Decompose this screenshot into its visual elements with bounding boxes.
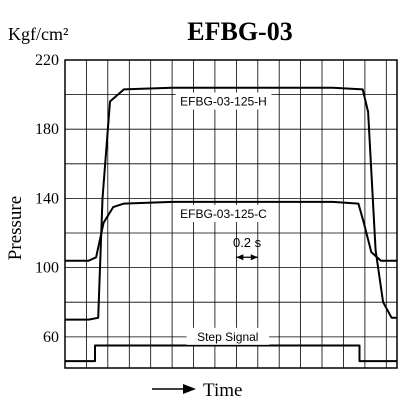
chart-title: EFBG-03 (187, 17, 292, 46)
y-tick-label: 100 (35, 260, 59, 277)
series-line (65, 200, 397, 262)
y-tick-labels: 220 180 140 100 60 (35, 52, 59, 346)
series-line (65, 344, 397, 363)
plot-frame (64, 59, 398, 369)
scale-arrow-left (236, 254, 244, 261)
scale-arrow-right (250, 254, 258, 261)
grid (65, 60, 397, 368)
x-axis-label-group: Time (152, 380, 242, 401)
time-scale-marker: 0.2 s (233, 235, 262, 261)
series-label-step: Step Signal (197, 330, 258, 344)
series-label-c: EFBG-03-125-C (180, 207, 267, 221)
series-label-c-bg (175, 205, 272, 222)
series-label-h: EFBG-03-125-H (180, 95, 267, 109)
y-unit-label: Kgf/cm² (8, 24, 68, 44)
y-tick-label: 180 (35, 121, 59, 138)
y-tick-label: 220 (35, 52, 59, 69)
y-axis-label: Pressure (5, 196, 26, 260)
series-label-h-bg (175, 92, 272, 110)
y-tick-label: 140 (35, 190, 59, 207)
time-arrow-head (183, 384, 196, 394)
series-line (65, 86, 397, 321)
x-axis-label: Time (203, 380, 242, 401)
time-scale-label: 0.2 s (233, 235, 262, 250)
series-labels: EFBG-03-125-H EFBG-03-125-C Step Signal (175, 92, 272, 345)
series-label-step-bg (186, 327, 270, 345)
y-tick-label: 60 (43, 329, 59, 346)
series-lines (65, 86, 397, 363)
